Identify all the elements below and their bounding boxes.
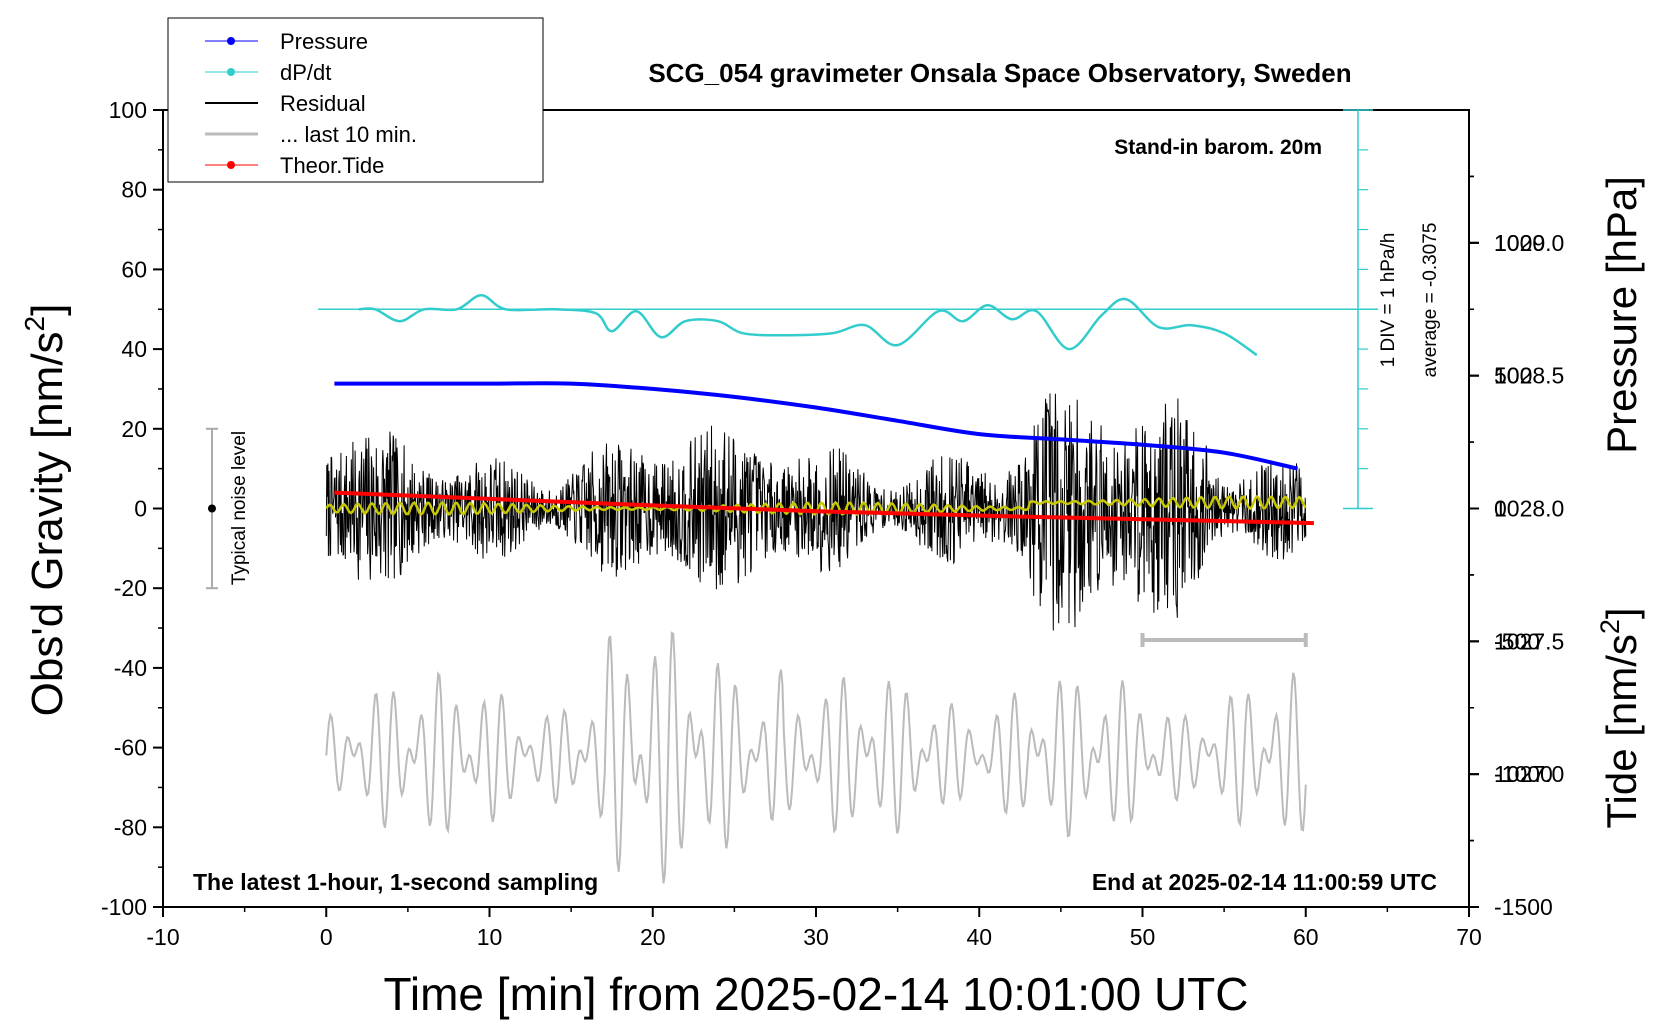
y-tide-tick-label: 1000 bbox=[1494, 230, 1545, 256]
y-gravity-tick-label: 0 bbox=[134, 496, 147, 522]
legend-label: Theor.Tide bbox=[280, 153, 384, 178]
bottom-right-note: End at 2025-02-14 11:00:59 UTC bbox=[1092, 869, 1437, 895]
x-tick-label: 10 bbox=[477, 924, 503, 950]
chart-title: SCG_054 gravimeter Onsala Space Observat… bbox=[648, 58, 1351, 88]
y-gravity-tick-label: 20 bbox=[121, 416, 147, 442]
x-tick-label: 70 bbox=[1456, 924, 1482, 950]
y-gravity-tick-label: 80 bbox=[121, 177, 147, 203]
dpdt-series bbox=[318, 294, 1378, 357]
dpdt-average-label: average = -0.3075 bbox=[1420, 223, 1441, 378]
y-gravity-tick-label: -20 bbox=[114, 575, 147, 601]
last10-line bbox=[325, 631, 1307, 884]
x-tick-label: 0 bbox=[320, 924, 333, 950]
dpdt-line bbox=[358, 294, 1258, 357]
y-axis-left-label-main: Obs'd Gravity [nm/s bbox=[23, 331, 72, 716]
legend-marker bbox=[227, 68, 235, 76]
legend-marker bbox=[227, 161, 235, 169]
x-axis-label: Time [min] from 2025-02-14 10:01:00 UTC bbox=[384, 968, 1249, 1020]
y-gravity-tick-label: -80 bbox=[114, 814, 147, 840]
y-axis-left-label-sup: 2 bbox=[19, 316, 50, 332]
y-axis-pressure-ticks: 1027.0 1027.5 1028.0 1028.5 1029.0 bbox=[1469, 175, 1564, 842]
x-tick-label: 50 bbox=[1130, 924, 1156, 950]
y-gravity-tick-label: -40 bbox=[114, 655, 147, 681]
noise-bar-center bbox=[207, 504, 216, 513]
legend-label: dP/dt bbox=[280, 60, 331, 85]
barometer-note: Stand-in barom. 20m bbox=[1114, 136, 1322, 159]
x-tick-label: 60 bbox=[1293, 924, 1319, 950]
legend-label: ... last 10 min. bbox=[280, 122, 417, 147]
x-tick-label: 20 bbox=[640, 924, 666, 950]
noise-level-bar bbox=[205, 427, 218, 590]
y-gravity-tick-label: -60 bbox=[114, 735, 147, 761]
tide-line bbox=[334, 490, 1314, 526]
y-axis-pressure-label: Pressure [hPa] bbox=[1598, 176, 1645, 454]
y-tide-tick-label: -1000 bbox=[1494, 761, 1553, 787]
y-gravity-tick-label: -100 bbox=[101, 894, 147, 920]
y-pressure-tick-label: 1027.0 bbox=[1494, 761, 1564, 787]
y-axis-tide-label: Tide [nm/s2] bbox=[1595, 607, 1645, 828]
last10-series bbox=[325, 631, 1307, 884]
noise-level-label: Typical noise level bbox=[229, 431, 250, 585]
dpdt-scale-label: 1 DIV = 1 hPa/h bbox=[1378, 233, 1399, 368]
y-tide-tick-label: 0 bbox=[1494, 496, 1507, 522]
y-axis-left-label: Obs'd Gravity [nm/s2] bbox=[19, 304, 72, 717]
y-pressure-tick-label: 1029.0 bbox=[1494, 230, 1564, 256]
y-tide-tick-label: -500 bbox=[1494, 628, 1540, 654]
y-gravity-tick-label: 40 bbox=[121, 336, 147, 362]
pressure-series bbox=[334, 381, 1299, 471]
y-pressure-tick-label: 1027.5 bbox=[1494, 628, 1564, 654]
ten-minute-scale-bar bbox=[1140, 633, 1308, 648]
tide-series bbox=[334, 490, 1314, 526]
y-gravity-tick-label: 60 bbox=[121, 256, 147, 282]
x-tick-label: -10 bbox=[146, 924, 179, 950]
y-tide-tick-label: 500 bbox=[1494, 363, 1532, 389]
bottom-left-note: The latest 1-hour, 1-second sampling bbox=[193, 869, 598, 895]
y-gravity-tick-label: 100 bbox=[109, 97, 147, 123]
x-tick-label: 40 bbox=[966, 924, 992, 950]
y-axis-gravity-ticks: -100 -80 -60 -40 -20 0 20 40 60 80 100 bbox=[101, 97, 163, 920]
legend-label: Residual bbox=[280, 91, 366, 116]
y-axis-tide-label-main: Tide [nm/s bbox=[1598, 634, 1645, 829]
y-axis-left-label-tail: ] bbox=[23, 304, 72, 316]
legend-marker bbox=[227, 37, 235, 45]
legend-label: Pressure bbox=[280, 29, 368, 54]
x-tick-label: 30 bbox=[803, 924, 829, 950]
y-axis-tide-label-tail: ] bbox=[1598, 607, 1645, 619]
y-tide-tick-label: -1500 bbox=[1494, 894, 1553, 920]
y-pressure-tick-label: 1028.0 bbox=[1494, 496, 1564, 522]
legend-box bbox=[167, 17, 544, 183]
x-axis-ticks: -10 0 10 20 30 40 50 60 70 bbox=[146, 907, 1482, 950]
legend: Pressure dP/dt Residual ... last 10 min. The… bbox=[167, 17, 544, 183]
y-pressure-tick-label: 1028.5 bbox=[1494, 363, 1564, 389]
pressure-line bbox=[334, 381, 1299, 471]
y-axis-tide-ticks: -1500 -1000 -500 0 500 1000 bbox=[1469, 175, 1553, 920]
y-axis-tide-label-sup: 2 bbox=[1595, 619, 1625, 634]
